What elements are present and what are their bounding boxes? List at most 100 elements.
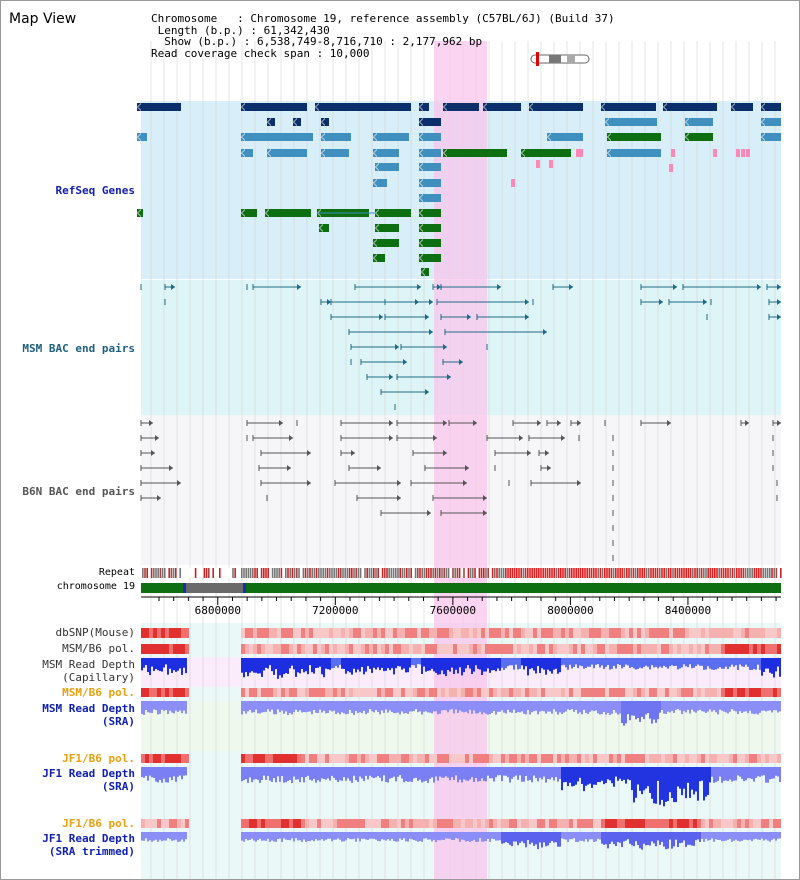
read-depth-bar bbox=[143, 701, 145, 715]
polymorphism-cell bbox=[181, 819, 185, 828]
bac-end-arrow bbox=[389, 374, 393, 380]
jf1-b6-pol-label-2[interactable]: JF1/B6 pol. bbox=[62, 817, 135, 830]
polymorphism-cell bbox=[341, 819, 345, 828]
read-depth-bar bbox=[489, 701, 491, 715]
repeat-element bbox=[443, 568, 445, 578]
read-depth-bar bbox=[261, 658, 263, 677]
read-depth-bar bbox=[559, 832, 561, 847]
read-depth-bar bbox=[719, 658, 721, 668]
polymorphism-cell bbox=[649, 644, 653, 654]
read-depth-bar bbox=[351, 701, 353, 713]
repeat-element bbox=[355, 568, 357, 578]
read-depth-bar bbox=[399, 832, 401, 839]
read-depth-bar bbox=[331, 701, 333, 712]
msm-bac-label[interactable]: MSM BAC end pairs bbox=[22, 342, 135, 355]
polymorphism-cell bbox=[249, 754, 253, 763]
bac-end-arrow bbox=[397, 495, 401, 501]
read-depth-bar bbox=[529, 658, 531, 670]
msm-depth-capillary-label[interactable]: MSM Read Depth (Capillary) bbox=[42, 658, 135, 684]
read-depth-bar bbox=[341, 701, 343, 713]
repeat-element bbox=[604, 568, 606, 578]
msm-depth-sra-label[interactable]: MSM Read Depth (SRA) bbox=[42, 702, 135, 728]
jf1-depth-sra-label[interactable]: JF1 Read Depth (SRA) bbox=[42, 767, 135, 793]
read-depth-bar bbox=[763, 832, 765, 841]
repeat-element bbox=[232, 568, 234, 578]
jf1-depth-trimmed-label[interactable]: JF1 Read Depth (SRA trimmed) bbox=[42, 832, 135, 858]
dbsnp-label[interactable]: dbSNP(Mouse) bbox=[55, 626, 135, 639]
read-depth-bar bbox=[673, 832, 675, 847]
b6n-bac-label[interactable]: B6N BAC end pairs bbox=[22, 485, 135, 498]
repeat-element bbox=[533, 568, 536, 578]
bac-end-arrow bbox=[169, 465, 173, 471]
read-depth-bar bbox=[581, 832, 583, 841]
chromosome-ideogram[interactable] bbox=[530, 52, 590, 66]
read-depth-bar bbox=[269, 767, 271, 781]
polymorphism-cell bbox=[617, 819, 621, 828]
repeat-element bbox=[681, 568, 683, 578]
read-depth-bar bbox=[447, 658, 449, 670]
read-depth-bar bbox=[333, 767, 335, 778]
msm-b6-pol-label-2[interactable]: MSM/B6 pol. bbox=[62, 686, 135, 699]
read-depth-bar bbox=[441, 658, 443, 671]
polymorphism-cell bbox=[293, 644, 297, 654]
read-depth-bar bbox=[463, 767, 465, 780]
repeat-element bbox=[577, 568, 580, 578]
repeat-element bbox=[720, 568, 723, 578]
read-depth-bar bbox=[395, 767, 397, 782]
read-depth-bar bbox=[739, 701, 741, 712]
polymorphism-cell bbox=[777, 628, 781, 638]
polymorphism-cell bbox=[553, 754, 557, 763]
read-depth-bar bbox=[303, 767, 305, 783]
repeat-element bbox=[463, 568, 465, 578]
polymorphism-cell bbox=[265, 688, 269, 697]
polymorphism-cell bbox=[645, 644, 649, 654]
read-depth-bar bbox=[181, 658, 183, 675]
polymorphism-cell bbox=[369, 754, 373, 763]
read-depth-bar bbox=[415, 767, 417, 778]
polymorphism-cell bbox=[469, 644, 473, 654]
read-depth-bar bbox=[771, 767, 773, 779]
read-depth-bar bbox=[305, 767, 307, 778]
refseq-gene-arrow bbox=[420, 254, 424, 262]
read-depth-bar bbox=[291, 658, 293, 666]
read-depth-bar bbox=[481, 767, 483, 779]
polymorphism-cell bbox=[553, 688, 557, 697]
read-depth-bar bbox=[391, 701, 393, 712]
polymorphism-cell bbox=[737, 819, 741, 828]
refseq-genes-label[interactable]: RefSeq Genes bbox=[55, 184, 135, 197]
read-depth-bar bbox=[373, 767, 375, 779]
read-depth-bar bbox=[317, 832, 319, 841]
read-depth-bar bbox=[617, 832, 619, 843]
polymorphism-cell bbox=[253, 644, 257, 654]
msm-b6-pol-label-1[interactable]: MSM/B6 pol. bbox=[62, 642, 135, 655]
polymorphism-cell bbox=[613, 688, 617, 697]
polymorphism-cell bbox=[629, 754, 633, 763]
repeat-element bbox=[155, 568, 157, 578]
repeat-element bbox=[388, 568, 390, 578]
read-depth-bar bbox=[677, 701, 679, 710]
read-depth-bar bbox=[753, 767, 755, 782]
polymorphism-cell bbox=[733, 688, 737, 697]
read-depth-bar bbox=[441, 767, 443, 778]
read-depth-bar bbox=[489, 767, 491, 779]
read-depth-bar bbox=[385, 701, 387, 710]
jf1-b6-pol-label-1[interactable]: JF1/B6 pol. bbox=[62, 752, 135, 765]
polymorphism-cell bbox=[337, 644, 341, 654]
polymorphism-cell bbox=[569, 754, 573, 763]
polymorphism-cell bbox=[657, 688, 661, 697]
read-depth-bar bbox=[731, 658, 733, 665]
polymorphism-cell bbox=[769, 688, 773, 697]
repeat-element bbox=[751, 568, 753, 578]
polymorphism-cell bbox=[625, 688, 629, 697]
polymorphism-cell bbox=[533, 644, 537, 654]
repeat-element bbox=[452, 568, 454, 578]
repeat-element bbox=[333, 568, 335, 578]
read-depth-bar bbox=[715, 832, 717, 840]
read-depth-bar bbox=[423, 658, 425, 667]
refseq-gene bbox=[601, 103, 656, 111]
polymorphism-cell bbox=[505, 688, 509, 697]
read-depth-bar bbox=[631, 658, 633, 667]
repeat-element bbox=[771, 568, 773, 578]
polymorphism-cell bbox=[257, 644, 261, 654]
